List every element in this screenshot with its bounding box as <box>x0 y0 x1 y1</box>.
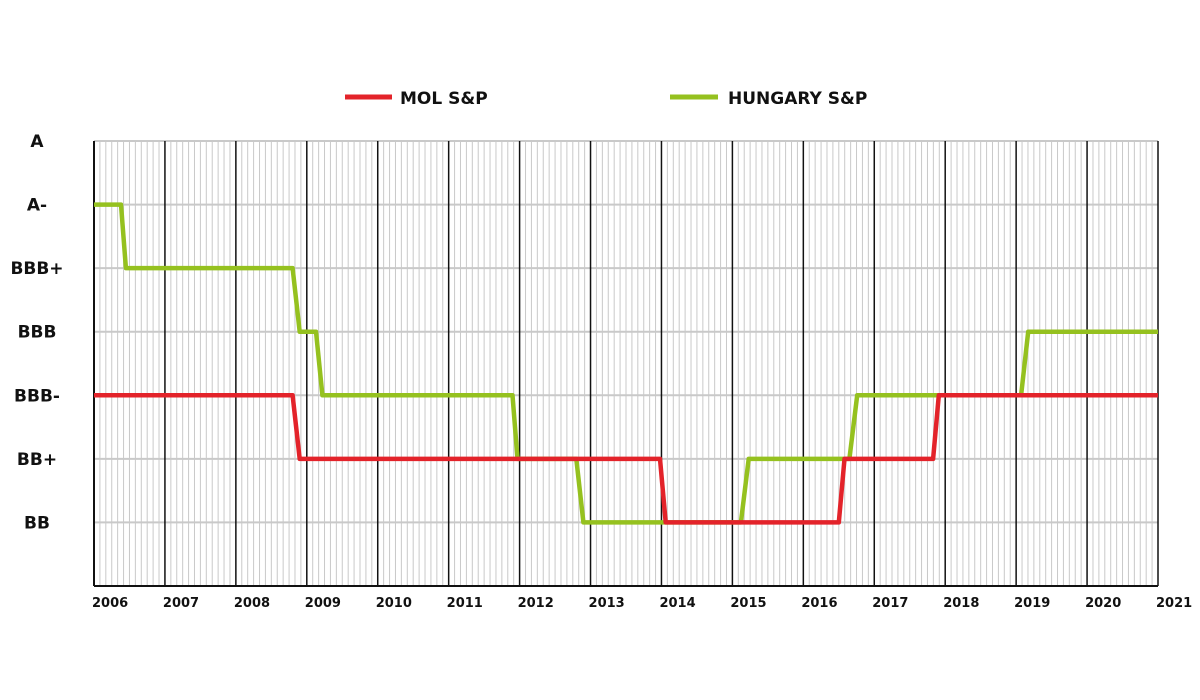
y-tick-label: BB <box>24 513 50 533</box>
x-axis-labels: 2006 2007 2008 2009 2010 2011 2012 2013 2014 2015… <box>92 596 1192 611</box>
grid <box>93 140 1159 587</box>
legend-label-hungary: HUNGARY S&P <box>728 89 867 109</box>
x-tick-label: 2018 <box>943 596 979 611</box>
y-tick-label: BBB- <box>14 386 60 406</box>
y-tick-label: A- <box>27 196 47 216</box>
y-axis-labels: A A- BBB+ BBB BBB- BB+ BB <box>10 132 63 533</box>
legend-label-mol: MOL S&P <box>400 89 488 109</box>
x-tick-label: 2009 <box>305 596 341 611</box>
x-tick-label: 2010 <box>376 596 412 611</box>
x-tick-label: 2013 <box>589 596 625 611</box>
x-tick-label: 2012 <box>518 596 554 611</box>
y-tick-label: BBB+ <box>10 259 63 279</box>
x-tick-label: 2016 <box>801 596 837 611</box>
legend: MOL S&P HUNGARY S&P <box>345 89 867 109</box>
x-tick-label: 2021 <box>1156 596 1192 611</box>
y-tick-label: BB+ <box>17 450 57 470</box>
x-tick-label: 2011 <box>447 596 483 611</box>
y-tick-label: A <box>30 132 44 152</box>
x-tick-label: 2006 <box>92 596 128 611</box>
x-tick-label: 2019 <box>1014 596 1050 611</box>
x-tick-label: 2017 <box>872 596 908 611</box>
y-tick-label: BBB <box>18 323 57 343</box>
x-tick-label: 2020 <box>1085 596 1121 611</box>
x-tick-label: 2007 <box>163 596 199 611</box>
series-line-mol-s-p <box>94 393 1158 525</box>
x-tick-label: 2008 <box>234 596 270 611</box>
x-tick-label: 2014 <box>659 596 695 611</box>
series-lines <box>94 202 1158 525</box>
x-tick-label: 2015 <box>730 596 766 611</box>
